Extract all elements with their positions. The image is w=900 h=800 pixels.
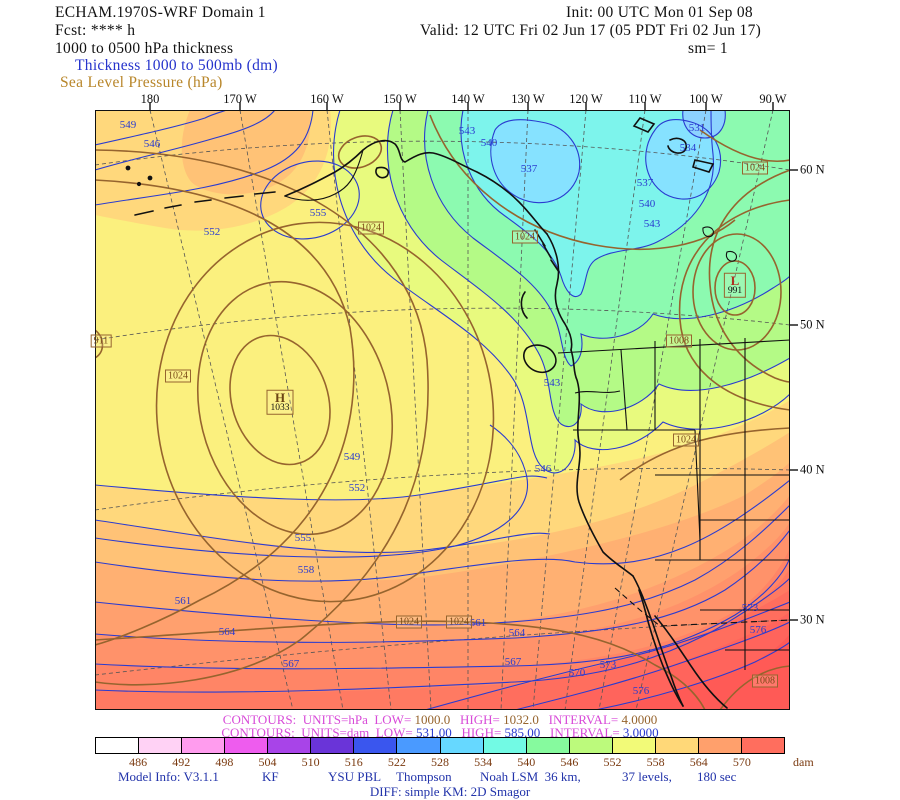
pressure-contours [95, 114, 790, 710]
init-time: Init: 00 UTC Mon 01 Sep 08 [566, 4, 753, 21]
slp-legend-title: Sea Level Pressure (hPa) [60, 74, 223, 91]
colorbar-value: 546 [560, 755, 579, 769]
colorbar-value: 498 [215, 755, 234, 769]
lat-tick-label: 50 N [800, 317, 825, 332]
map-frame: 549 546 552 555 543 540 537 531 534 537 540 543 543 5… [90, 102, 798, 710]
map-canvas [95, 102, 798, 710]
model-info-part: KF [262, 769, 279, 784]
lon-tick-label: 150 W [383, 92, 417, 106]
lon-tick-label: 110 W [628, 92, 662, 106]
colorbar-cell [526, 738, 570, 753]
colorbar-cell [397, 738, 441, 753]
colorbar-cell [182, 738, 226, 753]
colorbar-cell [139, 738, 183, 753]
lat-tick-label: 40 N [800, 462, 825, 477]
colorbar-cell [311, 738, 355, 753]
lon-tick-label: 130 W [511, 92, 545, 106]
colorbar-cell [655, 738, 699, 753]
colorbar-cell [96, 738, 140, 753]
lat-tick-label: 60 N [800, 162, 825, 177]
model-info-part: 37 levels, [622, 769, 672, 784]
model-info-row: Model Info: V3.1.1 KF YSU PBL Thompson Noah … [0, 769, 900, 784]
model-info-part: Noah LSM 36 km, [480, 769, 581, 784]
thickness-legend-title: Thickness 1000 to 500mb (dm) [75, 57, 278, 74]
lon-tick-label: 120 W [569, 92, 603, 106]
colorbar-value: 540 [517, 755, 536, 769]
axis-ticks [149, 102, 798, 621]
colorbar-value: 486 [129, 755, 148, 769]
colorbar-cell [225, 738, 269, 753]
model-info-part: Thompson [396, 769, 452, 784]
colorbar-labels: 486 492 498 504 510 516 522 528 534 540 546 552 558 5… [95, 755, 815, 769]
colorbar-cell [698, 738, 742, 753]
colorbar-cell [354, 738, 398, 753]
model-title: ECHAM.1970S-WRF Domain 1 [55, 4, 266, 21]
smooth-info: sm= 1 [688, 40, 728, 57]
colorbar-value: 552 [603, 755, 622, 769]
model-info-part: Model Info: V3.1.1 [118, 769, 219, 784]
contour-info-thickness: CONTOURS: UNITS=dam LOW= 531.00 HIGH= 58… [221, 725, 659, 740]
colorbar-cell [612, 738, 656, 753]
thickness-contours [95, 110, 790, 710]
forecast-hour: Fcst: **** h [55, 22, 136, 39]
colorbar-cell [569, 738, 613, 753]
diff-info: DIFF: simple KM: 2D Smagor [369, 784, 531, 799]
field-title: 1000 to 0500 hPa thickness [55, 40, 234, 57]
model-info-part: YSU PBL [328, 769, 382, 784]
valid-time: Valid: 12 UTC Fri 02 Jun 17 (05 PDT Fri … [420, 22, 762, 39]
colorbar-value: 510 [301, 755, 320, 769]
colorbar-value: 534 [474, 755, 493, 769]
colorbar-unit: dam [793, 755, 814, 769]
lon-tick-label: 100 W [689, 92, 723, 106]
thickness-colorbar [95, 737, 785, 754]
lon-tick-label: 90 W [759, 92, 787, 106]
colorbar-cell [268, 738, 312, 753]
colorbar-cell [741, 738, 784, 753]
lon-tick-label: 170 W [223, 92, 257, 106]
model-info-part: 180 sec [697, 769, 737, 784]
lon-tick-label: 160 W [310, 92, 344, 106]
colorbar-value: 564 [689, 755, 708, 769]
graticule [95, 110, 790, 710]
lon-tick-label: 180 [140, 92, 160, 106]
colorbar-value: 528 [431, 755, 449, 769]
colorbar-value: 570 [732, 755, 751, 769]
lon-tick-label: 140 W [451, 92, 485, 106]
colorbar-cell [440, 738, 484, 753]
colorbar-value: 492 [172, 755, 191, 769]
colorbar-value: 558 [646, 755, 665, 769]
coastlines [125, 117, 737, 709]
colorbar-value: 504 [258, 755, 277, 769]
colorbar-value: 522 [387, 755, 406, 769]
colorbar-value: 516 [344, 755, 363, 769]
contour-info-pressure: CONTOURS: UNITS=hPa LOW= 1000.0 HIGH= 10… [222, 712, 658, 727]
colorbar-cell [483, 738, 527, 753]
lat-tick-label: 30 N [800, 612, 825, 627]
